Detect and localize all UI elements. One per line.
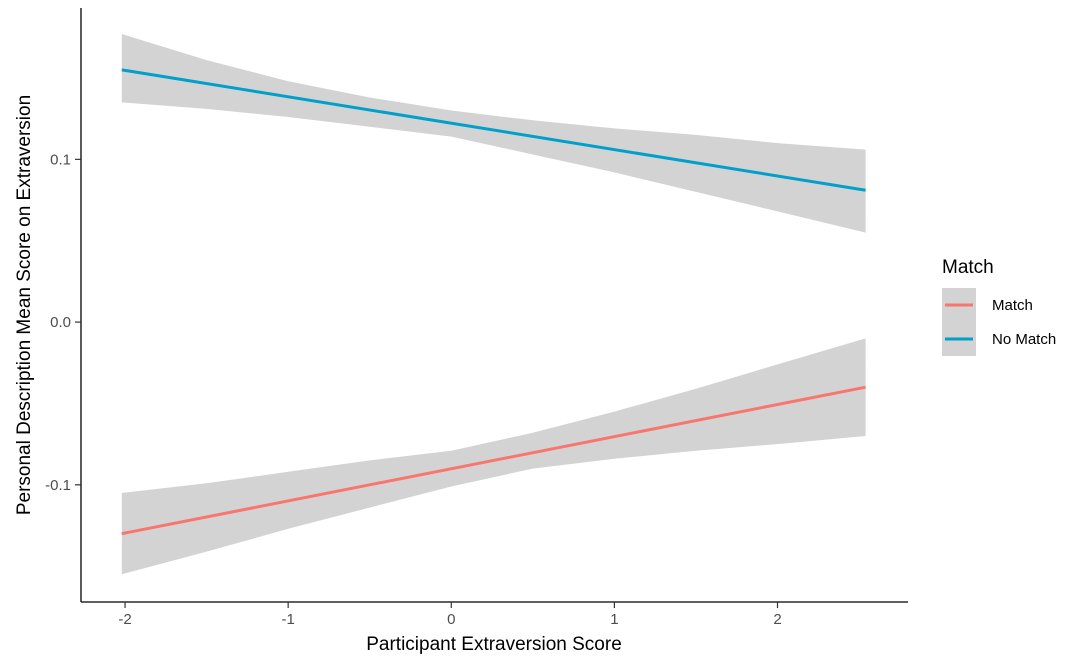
y-axis-title: Personal Description Mean Score on Extra… xyxy=(14,95,35,515)
axes xyxy=(80,8,908,603)
y-axis-ticks: -0.1 0.0 0.1 xyxy=(45,151,81,494)
x-axis-ticks: -2 -1 0 1 2 xyxy=(118,602,782,628)
ribbon-match xyxy=(121,338,866,575)
ribbon-no-match xyxy=(121,34,866,233)
y-tick-label: 0.1 xyxy=(50,151,71,168)
legend: Match Match No Match xyxy=(942,257,1056,356)
series-line-match xyxy=(121,385,866,536)
confidence-ribbons xyxy=(121,34,866,575)
series-line-no-match xyxy=(121,68,866,192)
x-tick-label: -2 xyxy=(118,611,131,628)
x-tick-label: -1 xyxy=(281,611,294,628)
legend-label-match: Match xyxy=(992,297,1033,314)
x-axis-title: Participant Extraversion Score xyxy=(366,634,622,655)
x-tick-label: 0 xyxy=(447,611,455,628)
legend-title: Match xyxy=(942,257,994,278)
x-tick-label: 2 xyxy=(773,611,781,628)
y-tick-label: 0.0 xyxy=(50,314,71,331)
y-tick-label: -0.1 xyxy=(45,477,71,494)
x-tick-label: 1 xyxy=(610,611,618,628)
legend-label-no-match: No Match xyxy=(992,331,1056,348)
series-lines xyxy=(121,68,866,536)
